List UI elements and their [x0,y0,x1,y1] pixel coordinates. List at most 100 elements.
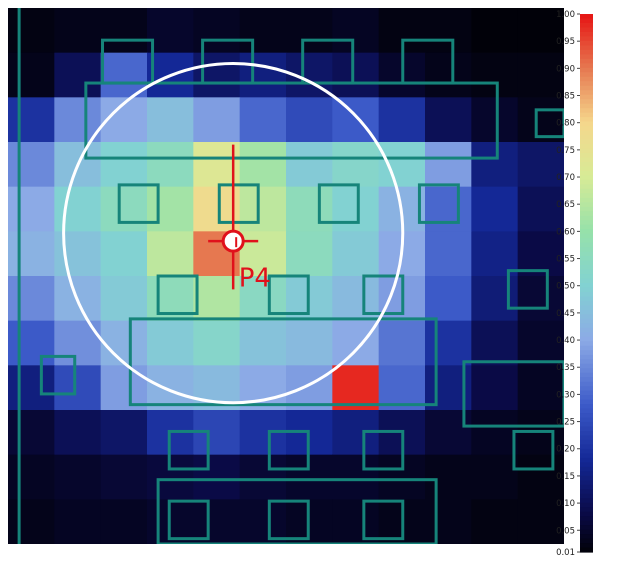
colorbar-segment [580,112,593,118]
heatmap-cell [8,142,55,188]
component-outline [128,317,438,407]
colorbar-segment [580,435,593,441]
heatmap-cell [425,499,472,544]
colorbar-tick-label: 0.90 [556,64,575,74]
colorbar-segment [580,67,593,73]
colorbar-tick-label: 0.95 [556,37,575,47]
heatmap-cell [332,142,380,188]
colorbar-segment [580,99,593,105]
component-outline [39,354,77,396]
heatmap-cell [286,97,333,143]
heatmap-cell [193,454,241,500]
heatmap-cell [517,499,564,544]
colorbar-tick-labels: 1.00 0.95 0.90 0.85 0.80 0.75 0.70 0.65 0.60 0.55… [556,10,580,558]
colorbar-segment [580,63,593,69]
heatmap-cell [54,499,102,544]
heatmap-cell [100,186,148,232]
component-outline [117,183,160,224]
heatmap-cell [286,186,333,232]
colorbar-segment [580,175,593,181]
colorbar-segment [580,81,593,87]
colorbar-segment [580,484,593,490]
colorbar-segment [580,336,593,342]
heatmap-cell [332,365,380,411]
heatmap-cell [239,8,287,54]
component-outline [512,429,555,471]
heatmap-cell [239,320,287,366]
colorbar-segment [580,534,593,540]
heatmap-cell [471,276,519,322]
heatmap-cell [8,186,55,232]
colorbar-segment [580,76,593,82]
colorbar-segment [580,489,593,495]
marker-label: P4 [239,264,271,294]
heatmap-cells [8,8,564,544]
component-outline [267,429,310,471]
colorbar-tick-label: 0.25 [556,418,575,428]
colorbar-segment [580,350,593,356]
colorbar-segment [580,260,593,266]
colorbar-segment [580,229,593,235]
heatmap-cell [239,52,287,98]
colorbar-segment [580,184,593,190]
heatmap-cell [54,8,102,54]
colorbar-segment [580,72,593,78]
heatmap-cell [193,499,241,544]
colorbar-tick-label: 1.00 [556,10,575,20]
colorbar-segment [580,283,593,289]
heatmap-cell [239,97,287,143]
colorbar-segment [580,413,593,419]
heatmap-cell [193,52,241,98]
heatmap-cell [471,499,519,544]
heatmap-cell [100,231,148,277]
heatmap-cell [378,142,426,188]
marker-dot [221,229,245,253]
p4-marker [208,144,259,290]
heatmap-cell [8,276,55,322]
colorbar-segment [580,170,593,176]
heatmap-cell [147,320,194,366]
heatmap-cell [471,365,519,411]
heatmap-cell [100,276,148,322]
colorbar-segment [580,475,593,481]
component-outline [417,183,460,224]
heatmap-cell [147,8,194,54]
heatmap-cell [54,320,102,366]
colorbar-segment [580,354,593,360]
heatmap-cell [54,454,102,500]
component-outline [534,108,564,139]
colorbar-segment [580,314,593,320]
heatmap-cell [517,97,564,143]
colorbar-segment [580,448,593,454]
colorbar-segment [580,377,593,383]
colorbar-segment [580,332,593,338]
colorbar-segment [580,233,593,239]
heatmap-cell [425,231,472,277]
heatmap-cell [286,320,333,366]
component-outlines [17,8,564,544]
component-outline [84,81,499,160]
colorbar-segment [580,426,593,432]
colorbar-segment [580,372,593,378]
colorbar-segment [580,139,593,145]
heatmap-cell [471,186,519,232]
component-outline [217,183,260,224]
highlight-circle [62,62,405,405]
colorbar-segment [580,85,593,91]
heatmap-cell [54,231,102,277]
heatmap-cell [332,499,380,544]
colorbar-segment [580,135,593,141]
colorbar-tick-label: 0.35 [556,363,575,373]
component-outline [267,274,310,316]
heatmap-cell [517,52,564,98]
colorbar-tick-label: 0.60 [556,227,575,237]
colorbar-segment [580,386,593,392]
heatmap-cell [332,8,380,54]
component-outline [506,269,549,310]
colorbar-tick-label: 0.15 [556,472,575,482]
heatmap-cell [425,276,472,322]
heatmap-cell [100,8,148,54]
colorbar-segment [580,359,593,365]
colorbar-tick-label: 0.65 [556,200,575,210]
